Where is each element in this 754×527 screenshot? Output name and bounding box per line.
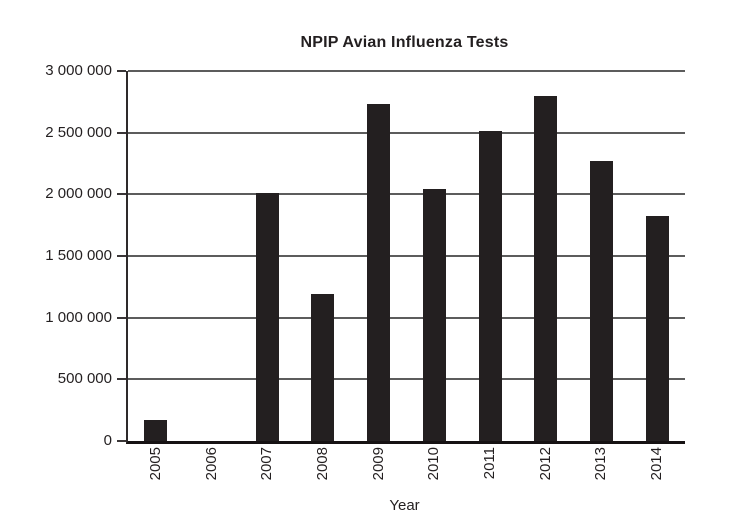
x-tick-label: 2005 [146, 447, 164, 481]
bar-2013 [589, 161, 613, 441]
x-tick-label: 2009 [369, 447, 387, 481]
gridline [128, 131, 685, 134]
bar-slot-2012 [518, 71, 574, 441]
x-axis-labels: 2005 2006 2007 2008 2009 2010 2011 2012 2013 2014 [128, 447, 685, 493]
x-tick-label: 2013 [592, 447, 610, 481]
bar-2014 [645, 215, 669, 441]
x-tick-label: 2007 [258, 447, 276, 481]
y-tick-label: 0 [103, 432, 112, 449]
y-tick-mark [117, 440, 126, 442]
bar-2007 [255, 193, 279, 441]
bar-slot-2013 [574, 71, 630, 441]
x-tick-label: 2012 [536, 447, 554, 481]
x-tick-label: 2014 [648, 447, 666, 481]
bar-slot-2005 [128, 71, 184, 441]
x-tick-label: 2006 [202, 447, 220, 481]
y-tick-mark [117, 193, 126, 196]
x-axis-title: Year [389, 497, 420, 514]
y-axis-labels: 0 500 000 1 000 000 1 500 000 2 000 000 2 500… [0, 62, 112, 449]
y-tick-mark [117, 378, 126, 381]
x-slot-2009: 2009 [351, 447, 407, 493]
bar-slot-2008 [295, 71, 351, 441]
y-tick-mark [117, 70, 126, 72]
y-tick-mark [117, 316, 126, 319]
y-tick-label: 2 500 000 [45, 123, 112, 141]
x-slot-2005: 2005 [128, 447, 184, 493]
bar-2012 [534, 96, 558, 441]
bar-2008 [311, 294, 335, 441]
bar-slot-2006 [184, 71, 240, 441]
bars-layer [128, 71, 685, 441]
x-slot-2013: 2013 [574, 447, 630, 493]
bar-slot-2014 [629, 71, 685, 441]
bar-slot-2007 [239, 71, 295, 441]
y-tick-label: 1 500 000 [45, 247, 112, 264]
bar-2010 [422, 188, 446, 441]
bar-slot-2010 [407, 71, 463, 441]
chart-title: NPIP Avian Influenza Tests [300, 34, 509, 51]
x-tick-label: 2011 [481, 447, 499, 480]
y-tick-label: 2 000 000 [45, 185, 112, 203]
bar-slot-2011 [462, 71, 518, 441]
y-tick-mark [117, 255, 126, 257]
x-slot-2014: 2014 [629, 447, 685, 493]
gridline [128, 193, 685, 196]
y-tick-label: 1 000 000 [45, 308, 112, 326]
x-slot-2011: 2011 [462, 447, 518, 493]
x-tick-label: 2010 [425, 447, 443, 481]
x-tick-label: 2008 [313, 447, 331, 481]
gridline [128, 378, 685, 381]
y-tick-label: 500 000 [57, 370, 112, 388]
x-slot-2006: 2006 [184, 447, 240, 493]
bar-slot-2009 [351, 71, 407, 441]
x-slot-2008: 2008 [295, 447, 351, 493]
plot-area [117, 70, 685, 444]
x-slot-2010: 2010 [407, 447, 463, 493]
bar-2009 [367, 104, 391, 441]
gridline [128, 70, 685, 72]
bar-2011 [478, 130, 502, 441]
y-tick-mark [117, 131, 126, 134]
y-tick-label: 3 000 000 [45, 62, 112, 79]
bar-2005 [144, 420, 168, 441]
x-slot-2012: 2012 [518, 447, 574, 493]
gridline [128, 255, 685, 257]
x-slot-2007: 2007 [239, 447, 295, 493]
gridline [128, 316, 685, 319]
